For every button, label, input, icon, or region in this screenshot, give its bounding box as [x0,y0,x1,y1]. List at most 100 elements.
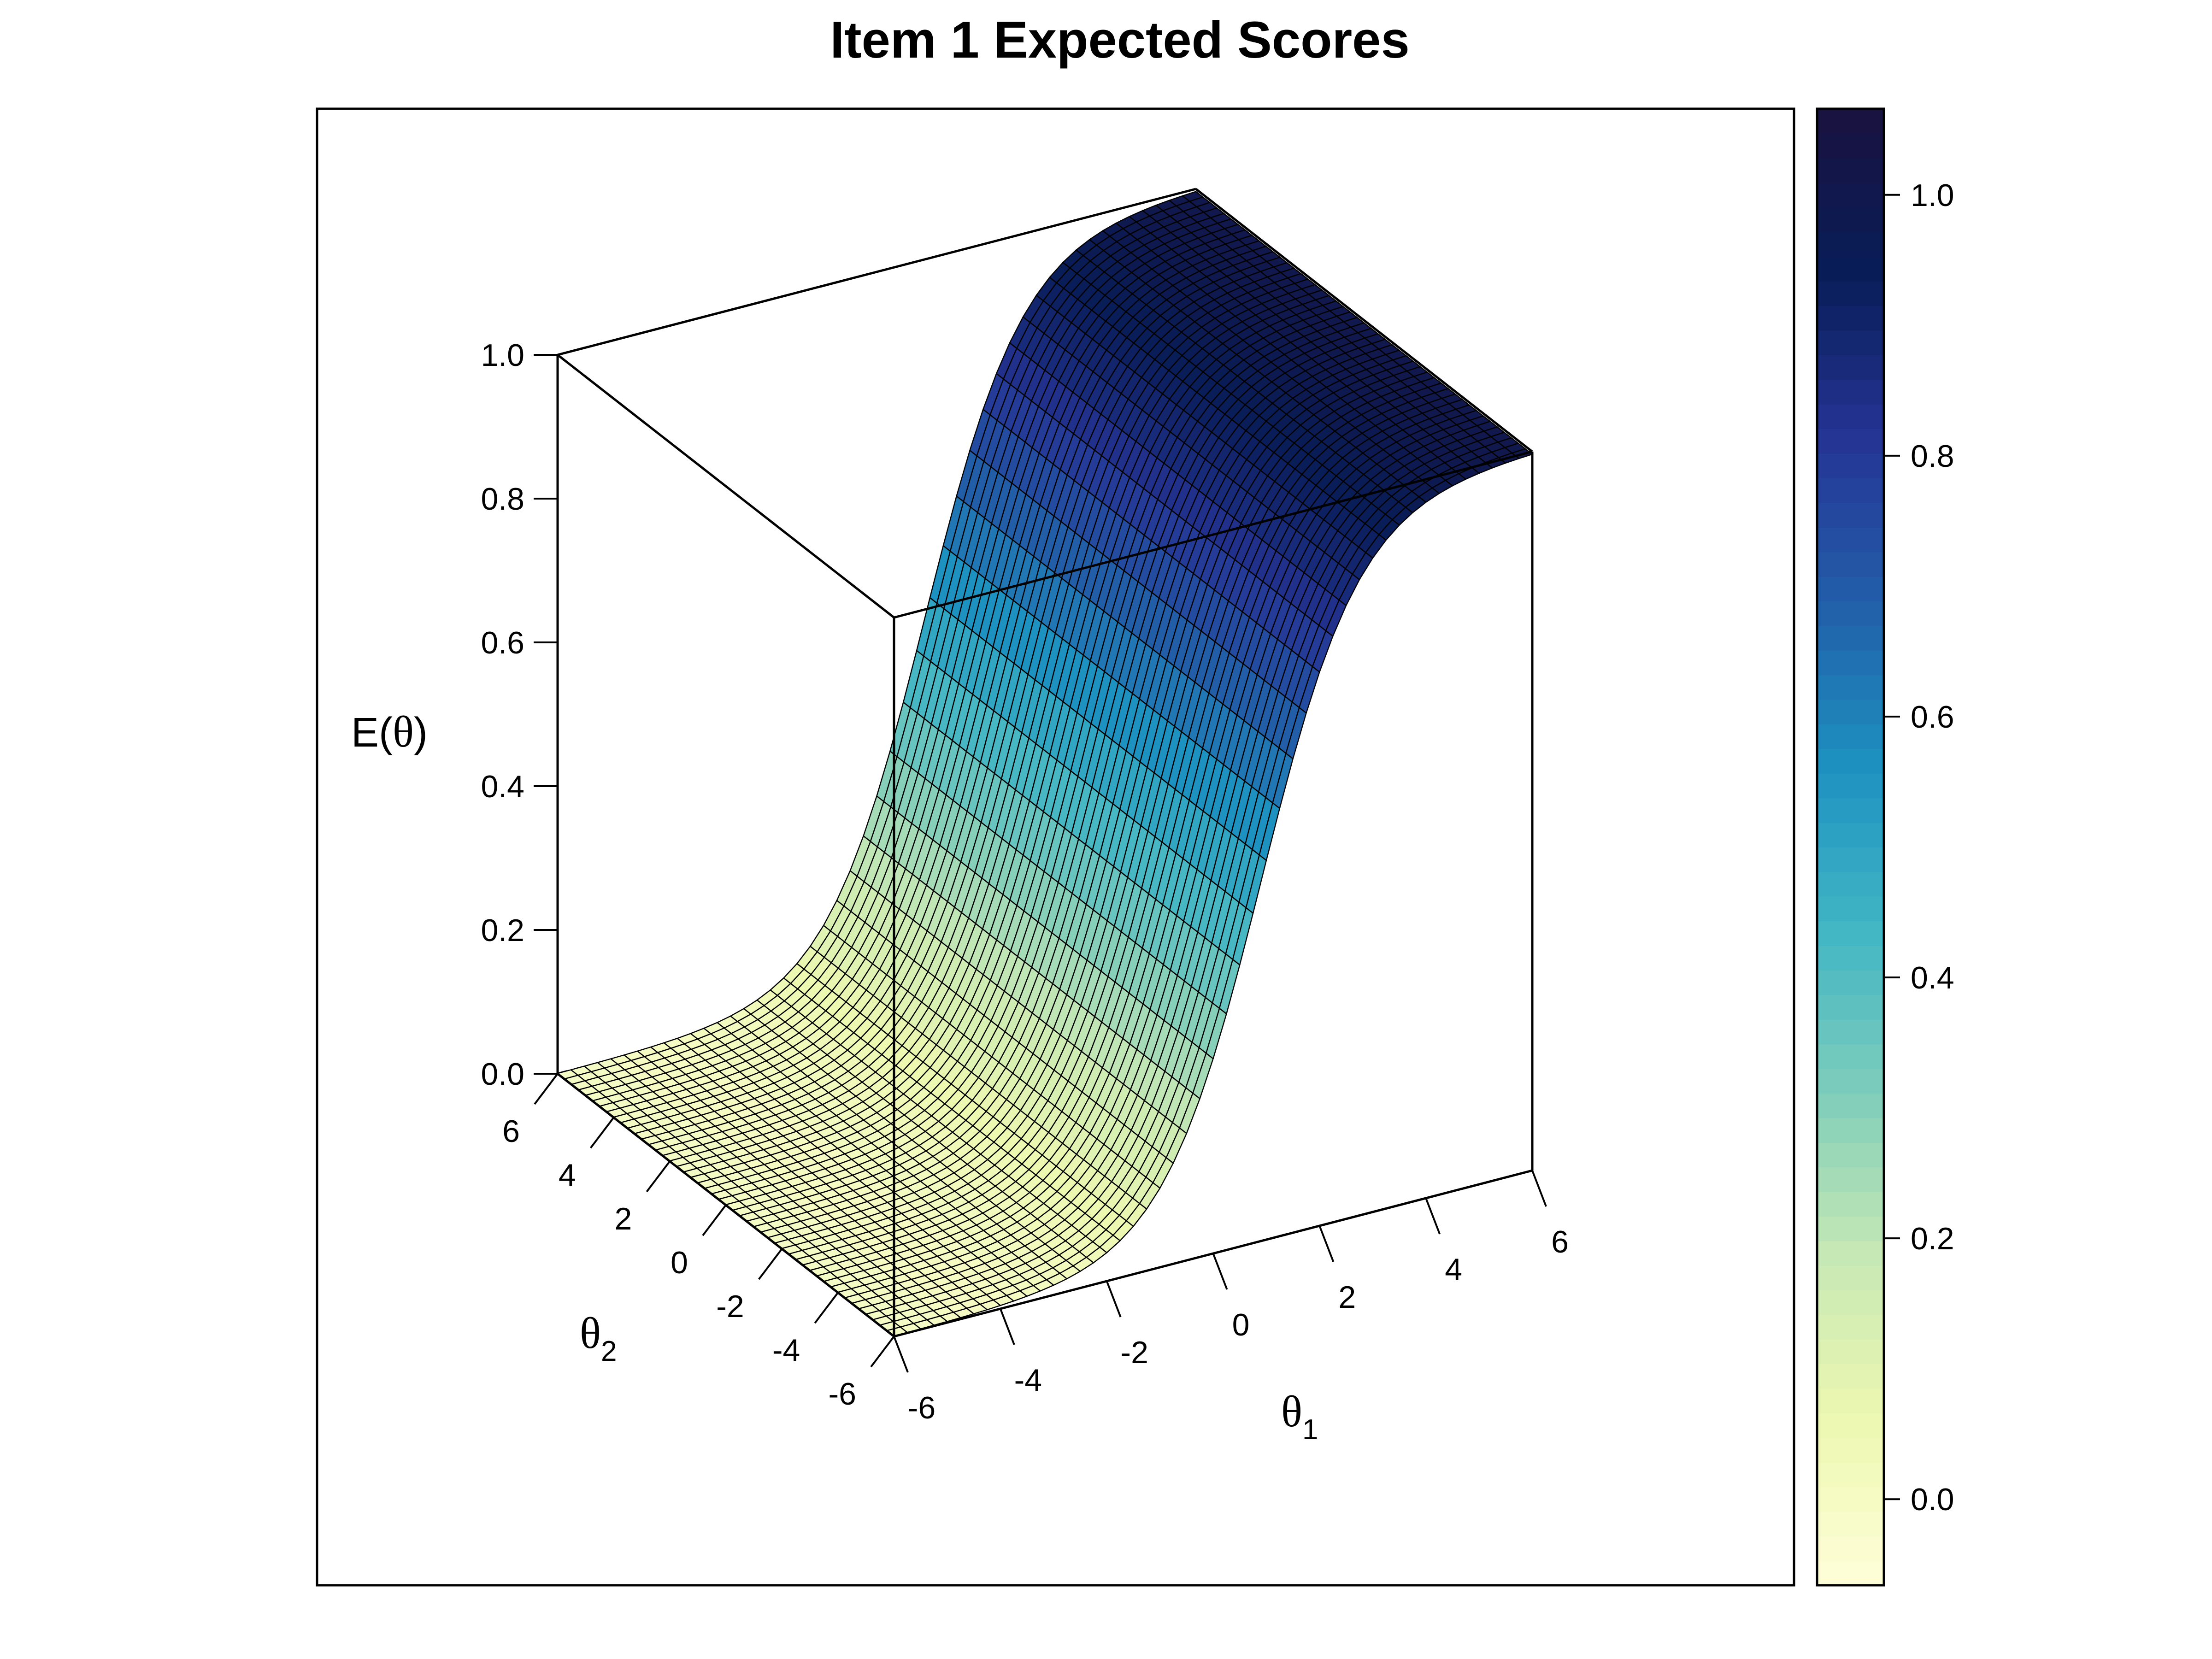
color-key-band [1817,1290,1884,1315]
z-axis-title: E(θ) [351,707,428,756]
color-key-band [1817,1044,1884,1069]
color-key-band [1817,1511,1884,1537]
color-key-band [1817,1314,1884,1340]
color-key-band [1817,256,1884,282]
color-key-band [1817,158,1884,183]
x-tick-mark [1212,1253,1228,1290]
color-key-band [1817,1216,1884,1241]
color-key-band [1817,1339,1884,1365]
color-key-band [1817,1191,1884,1217]
y-tick-mark [702,1204,727,1236]
color-key-band [1817,945,1884,971]
color-key-tick-label: 1.0 [1911,178,1954,213]
color-key-band [1817,1068,1884,1094]
z-tick-label: 0.6 [481,625,524,660]
color-key-tick-label: 0.8 [1911,439,1954,474]
color-key-band [1817,379,1884,405]
y-tick-label: -4 [772,1333,800,1368]
z-axis-title-suffix: ) [414,710,428,756]
y-tick-label: 2 [615,1201,632,1236]
color-key-band [1817,1560,1884,1586]
color-key-band [1817,207,1884,232]
color-key-band [1817,1142,1884,1168]
box-edge-top-back [557,188,1196,356]
box-edge-top-right [1195,188,1533,453]
color-key-band [1817,994,1884,1020]
color-key-band [1817,601,1884,626]
z-axis-title-prefix: E( [351,710,393,756]
x-tick-label: 2 [1338,1280,1356,1315]
color-key-band [1817,232,1884,257]
color-key-band [1817,1241,1884,1266]
box-edge-top-left [557,354,895,618]
y-tick-mark [870,1335,895,1368]
color-key-band [1817,699,1884,724]
y-tick-label: 0 [671,1245,688,1280]
color-key-band [1817,1118,1884,1143]
color-key-tick-label: 0.2 [1911,1221,1954,1256]
x-tick-label: -6 [908,1390,935,1425]
color-key-band [1817,281,1884,306]
x-tick-mark [1531,1170,1547,1207]
color-key-band [1817,773,1884,799]
color-key-band [1817,502,1884,528]
color-key-band [1817,970,1884,995]
axis-ticks: 0.0 0.2 0.4 0.6 0.8 1.0 -6 -4 -2 0 2 4 6 -6 -4 -2 0 2 4 6 [481,338,1568,1425]
z-tick-label: 0.2 [481,913,524,948]
x-tick-mark [1425,1198,1441,1235]
color-key-band [1817,306,1884,331]
plot-frame [316,107,1795,1587]
color-key-band [1817,109,1884,134]
color-key-band [1817,527,1884,553]
x-tick-mark [1318,1225,1335,1262]
color-key-band [1817,921,1884,946]
y-tick-label: 6 [502,1114,520,1149]
color-key-band [1817,355,1884,380]
box-edge-top-front [894,450,1533,619]
surface-mesh [557,191,1533,1337]
x-tick-label: 6 [1551,1224,1569,1259]
color-key-band [1817,429,1884,454]
x-tick-mark [999,1308,1015,1345]
y-tick-mark [534,1073,559,1105]
color-key-band [1817,675,1884,700]
color-key-band [1817,576,1884,601]
x-axis-title-theta: θ [1281,1387,1302,1436]
x-tick-label: 4 [1445,1252,1462,1287]
color-key-band [1817,1487,1884,1512]
color-key-band [1817,1167,1884,1192]
color-key-band [1817,182,1884,208]
color-key-frame [1816,107,1885,1587]
x-tick-label: 0 [1232,1307,1250,1342]
color-key-band [1817,1388,1884,1414]
color-key-band [1817,798,1884,823]
color-key-band [1817,822,1884,847]
color-key-band [1817,552,1884,577]
y-tick-mark [646,1160,671,1193]
color-key-band [1817,1093,1884,1118]
color-key-band [1817,896,1884,922]
color-key-band [1817,847,1884,872]
y-tick-mark [758,1248,783,1280]
x-tick-label: -2 [1120,1335,1148,1370]
color-key-band [1817,1462,1884,1488]
y-axis-title-subscript: 2 [601,1335,617,1367]
color-key-band [1817,478,1884,503]
y-axis-title: θ2 [580,1308,617,1367]
z-axis-title-theta: θ [393,707,414,756]
color-key-band [1817,133,1884,159]
color-key-band [1817,871,1884,897]
y-axis-title-theta: θ [580,1308,601,1358]
color-key-band [1817,330,1884,355]
z-tick-label: 0.8 [481,482,524,517]
y-tick-label: -2 [716,1289,744,1324]
color-key-band [1817,1265,1884,1291]
color-key-band [1817,625,1884,651]
color-key-band [1817,453,1884,478]
z-tick-label: 1.0 [481,338,524,373]
color-key-band [1817,650,1884,676]
color-key-band [1817,1536,1884,1561]
x-tick-mark [1106,1281,1122,1318]
z-tick-label: 0.4 [481,769,524,804]
x-tick-label: -4 [1014,1363,1042,1398]
